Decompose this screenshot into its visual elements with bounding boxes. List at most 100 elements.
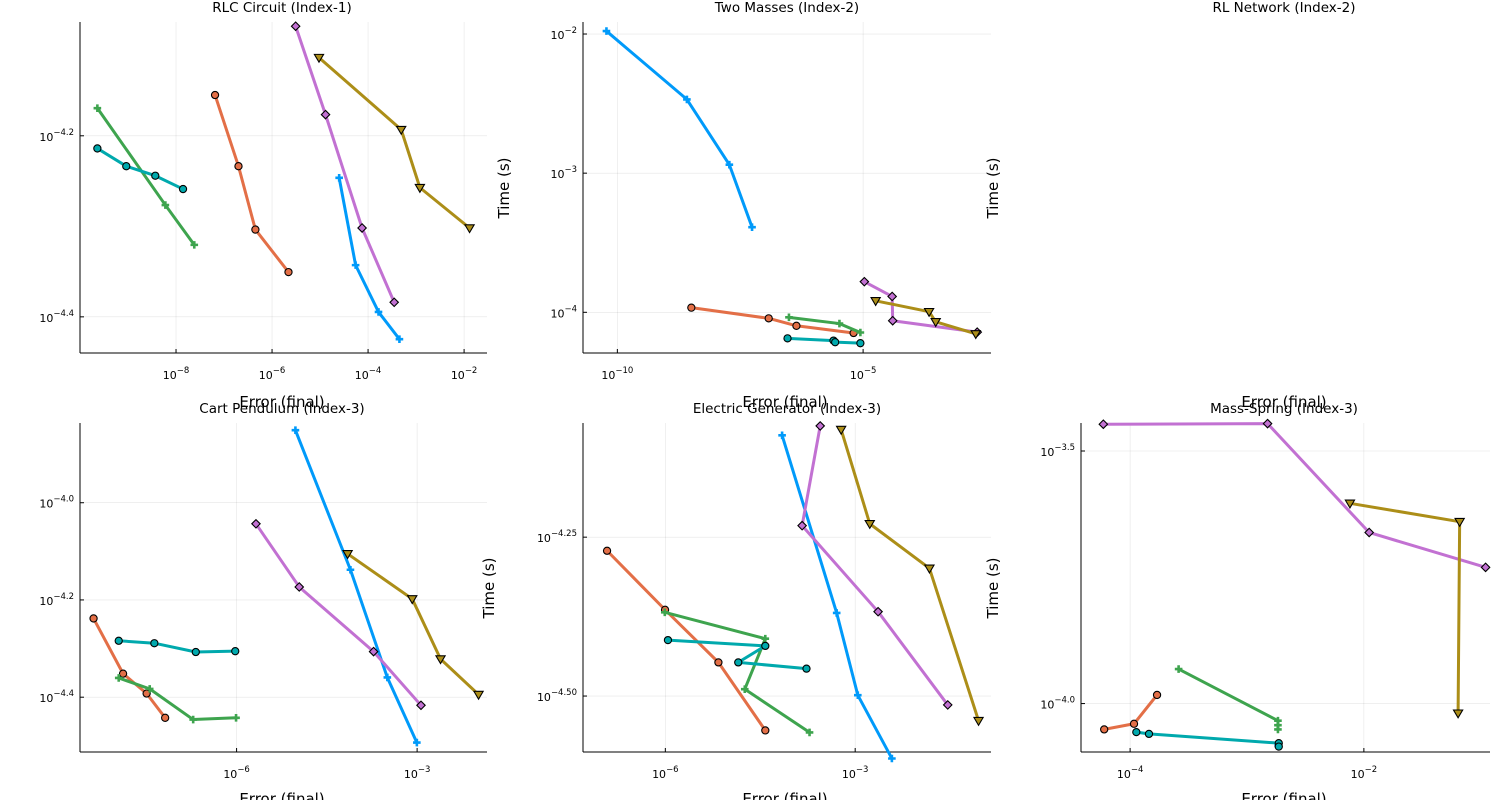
- y-tick-label: 10−4.4: [39, 309, 74, 325]
- data-point: [313, 53, 325, 64]
- subplot-3: RL Network (Index-2) Error (final) Time (s…: [984, 0, 1356, 411]
- data-point: [416, 700, 426, 711]
- x-tick-label: 10−2: [1351, 765, 1378, 781]
- data-point: [1100, 725, 1109, 734]
- data-point: [1262, 418, 1273, 429]
- data-point: [859, 276, 870, 287]
- data-point: [1098, 419, 1109, 430]
- x-tick-label: 10−10: [601, 366, 633, 382]
- series-5: [342, 550, 485, 701]
- data-point: [114, 674, 123, 682]
- subplot-6: Mass-Spring (Index-3) Error (final) Time (…: [984, 401, 1491, 800]
- series-line: [1103, 422, 1487, 569]
- data-point: [346, 565, 355, 574]
- data-point: [923, 307, 935, 318]
- x-tick-label: 10−2: [451, 366, 478, 382]
- y-tick-label: 10−4.0: [1040, 696, 1075, 712]
- series-5: [1344, 499, 1466, 719]
- data-point: [161, 201, 170, 209]
- series-4: [290, 21, 400, 308]
- data-point: [831, 338, 840, 347]
- x-tick-label: 10−6: [259, 366, 286, 382]
- series-6: [1132, 727, 1283, 751]
- x-tick-label: 10−4: [1117, 765, 1144, 781]
- series-line: [1177, 667, 1280, 731]
- series-line: [346, 552, 480, 696]
- data-point: [687, 303, 696, 312]
- x-axis-label: Error (final): [1241, 393, 1326, 411]
- data-point: [290, 21, 301, 32]
- y-tick-label: 10−4.50: [537, 688, 577, 704]
- data-point: [191, 647, 200, 657]
- data-point: [395, 335, 404, 343]
- data-point: [294, 581, 305, 592]
- data-point: [725, 160, 734, 169]
- subplot-title: RL Network (Index-2): [1212, 0, 1355, 16]
- y-tick-label: 10−4.25: [537, 529, 577, 545]
- data-point: [1132, 727, 1141, 737]
- data-point: [1144, 729, 1154, 739]
- series-line: [863, 280, 978, 334]
- data-point: [1152, 690, 1162, 700]
- series-5: [835, 425, 985, 727]
- series-line: [787, 336, 861, 345]
- x-tick-label: 10−6: [652, 765, 679, 781]
- data-point: [368, 646, 379, 657]
- data-point: [887, 315, 898, 326]
- data-point: [660, 608, 669, 617]
- data-point: [93, 144, 102, 153]
- y-tick-label: 10−3.5: [1040, 443, 1075, 459]
- x-axis-label: Error (final): [742, 790, 827, 800]
- series-4: [859, 276, 983, 338]
- series-line: [875, 299, 977, 336]
- data-point: [835, 319, 844, 328]
- y-tick-label: 10−4: [550, 304, 577, 320]
- subplot-title: Two Masses (Index-2): [714, 0, 859, 16]
- series-line: [839, 429, 980, 722]
- data-point: [792, 321, 801, 330]
- data-point: [856, 328, 865, 337]
- data-point: [190, 241, 199, 249]
- series-line: [1349, 501, 1462, 714]
- series-2: [687, 303, 858, 338]
- data-point: [1129, 719, 1139, 728]
- series-line: [96, 147, 184, 191]
- data-point: [374, 308, 383, 316]
- data-point: [351, 261, 360, 269]
- data-point: [232, 713, 240, 722]
- subplot-title: RLC Circuit (Index-1): [212, 0, 352, 16]
- series-line: [800, 425, 949, 706]
- series-6: [114, 636, 240, 657]
- data-point: [89, 614, 98, 623]
- data-point: [805, 728, 814, 737]
- series-1: [291, 426, 421, 747]
- data-point: [145, 685, 154, 693]
- data-point: [748, 223, 756, 231]
- series-6: [663, 635, 811, 673]
- series-2: [89, 614, 170, 722]
- data-point: [473, 690, 485, 701]
- series-4: [250, 518, 426, 711]
- series-3: [93, 104, 199, 249]
- subplot-5: Electric Generator (Index-3) Error (final…: [480, 401, 991, 800]
- x-tick-label: 10−4: [355, 366, 382, 382]
- data-point: [122, 162, 131, 171]
- series-line: [96, 107, 196, 246]
- data-point: [189, 715, 197, 724]
- data-point: [1454, 517, 1466, 528]
- data-point: [464, 224, 476, 234]
- data-point: [389, 297, 400, 308]
- subplot-2: Two Masses (Index-2) Error (final) Time (s…: [495, 0, 991, 411]
- series-line: [337, 177, 401, 341]
- x-axis-label: Error (final): [239, 790, 324, 800]
- y-tick-label: 10−4.0: [39, 495, 74, 511]
- data-point: [114, 636, 123, 645]
- subplot-title: Cart Pendulum (Index-3): [199, 401, 364, 417]
- series-1: [602, 27, 756, 231]
- data-point: [778, 431, 786, 440]
- x-tick-label: 10−6: [223, 765, 250, 781]
- series-3: [114, 674, 240, 724]
- data-point: [785, 313, 793, 322]
- series-line: [691, 306, 854, 335]
- subplot-title: Mass-Spring (Index-3): [1210, 401, 1358, 417]
